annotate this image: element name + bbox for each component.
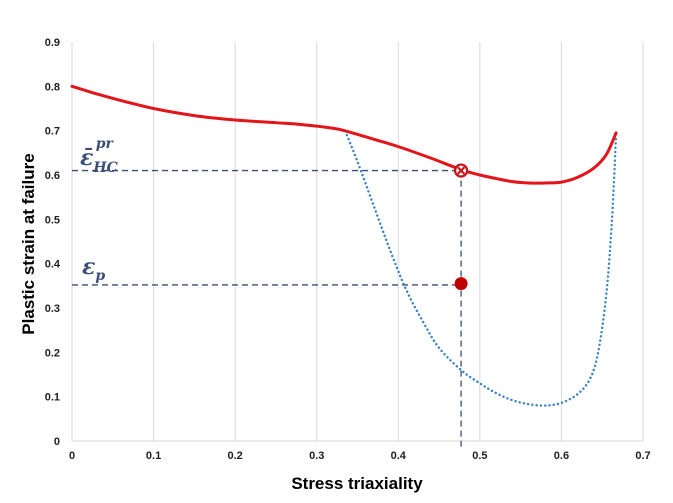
y-tick-label: 0.5	[45, 214, 60, 226]
annotation-eps-hc-pr-base: ε̄	[80, 145, 93, 171]
y-tick-label: 0.4	[45, 259, 61, 271]
y-tick-label: 0.3	[45, 303, 60, 315]
y-tick-label: 0	[54, 436, 60, 448]
y-tick-label: 0.6	[45, 170, 60, 182]
reference-lines	[72, 169, 462, 447]
x-tick-label: 0.7	[635, 450, 650, 462]
tick-labels: 0 0.1 0.2 0.3 0.4 0.5 0.6 0.7 0 0.1 0.2 0.3 0.4 0.5 0.…	[45, 37, 651, 462]
x-axis-title: Stress triaxiality	[291, 474, 423, 493]
y-tick-label: 0.7	[45, 126, 60, 138]
markers	[453, 163, 469, 291]
annotation-eps-p-base: ε	[82, 254, 95, 280]
annotation-eps-hc-pr-sup: pr	[96, 136, 115, 152]
series-line-solid	[70, 84, 618, 185]
annotation-eps-hc-pr-sub: HC	[92, 160, 117, 176]
y-tick-label: 0.1	[45, 392, 60, 404]
y-tick-label: 0.8	[45, 81, 60, 93]
x-tick-label: 0.5	[472, 450, 487, 462]
y-tick-label: 0.9	[45, 37, 60, 49]
x-tick-label: 0.3	[309, 450, 324, 462]
y-tick-label: 0.2	[45, 347, 60, 359]
series-line-dotted	[345, 133, 618, 407]
annotation-eps-p: εp	[82, 254, 105, 284]
annotation-eps-p-sub: p	[95, 268, 105, 284]
marker-cross-stroke	[457, 166, 466, 175]
y-axis-title: Plastic strain at failure	[19, 153, 38, 334]
x-tick-label: 0.4	[391, 450, 407, 462]
series-group	[70, 84, 618, 407]
x-tick-label: 0.2	[227, 450, 242, 462]
annotation-eps-hc-pr: ε̄HC pr	[80, 136, 118, 176]
x-tick-label: 0.1	[146, 450, 161, 462]
marker-filled-circle	[454, 277, 468, 291]
x-tick-label: 0	[69, 450, 75, 462]
gridlines	[71, 42, 644, 442]
x-tick-label: 0.6	[554, 450, 569, 462]
